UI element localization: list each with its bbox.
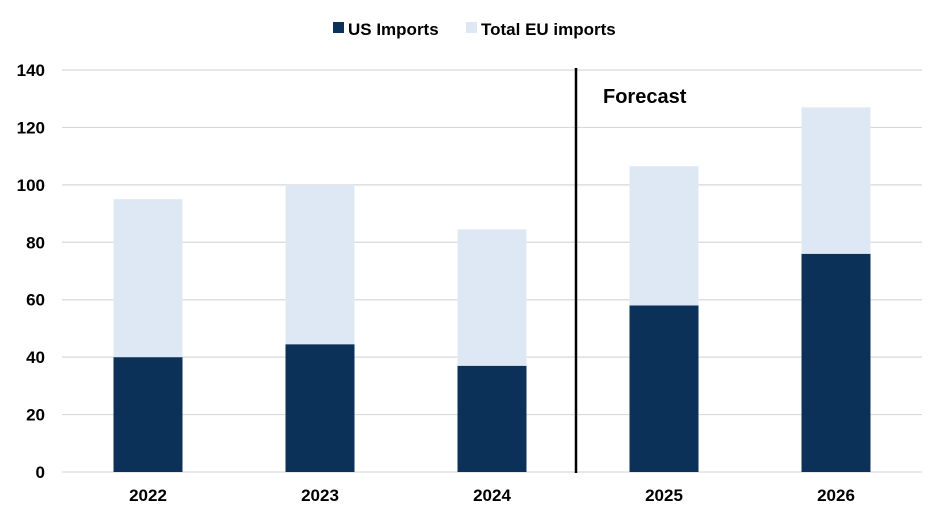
y-tick-label: 40 [26,348,45,367]
y-tick-label: 120 [17,118,45,137]
bars [113,107,871,472]
bar-2026-total-eu-imports [801,107,871,254]
x-tick-label: 2025 [645,486,683,505]
y-tick-label: 0 [36,463,45,482]
bar-2025-us-imports [629,305,699,472]
forecast-annotation: Forecast [574,68,687,473]
forecast-label: Forecast [603,86,687,108]
bar-2023-us-imports [285,344,355,472]
y-tick-label: 60 [26,291,45,310]
legend-label: US Imports [348,20,439,39]
bar-2026-us-imports [801,253,871,472]
legend-label: Total EU imports [481,20,616,39]
x-tick-label: 2022 [129,486,167,505]
bar-2024-us-imports [457,365,527,472]
y-tick-label: 140 [17,61,45,80]
bar-2022-us-imports [113,357,183,472]
legend: US Imports Total EU imports [333,20,616,39]
bar-2024-total-eu-imports [457,229,527,366]
y-axis: 0 20 40 60 80 100 120 140 [17,61,45,482]
bar-2025-total-eu-imports [629,166,699,306]
bar-2022-total-eu-imports [113,199,183,358]
x-tick-label: 2026 [817,486,855,505]
x-tick-label: 2024 [473,486,511,505]
x-axis: 2022 2023 2024 2025 2026 [129,486,855,505]
bar-2023-total-eu-imports [285,184,355,345]
x-tick-label: 2023 [301,486,339,505]
y-tick-label: 100 [17,176,45,195]
legend-swatch [333,22,344,33]
legend-swatch [466,22,477,33]
y-tick-label: 80 [26,233,45,252]
y-tick-label: 20 [26,406,45,425]
